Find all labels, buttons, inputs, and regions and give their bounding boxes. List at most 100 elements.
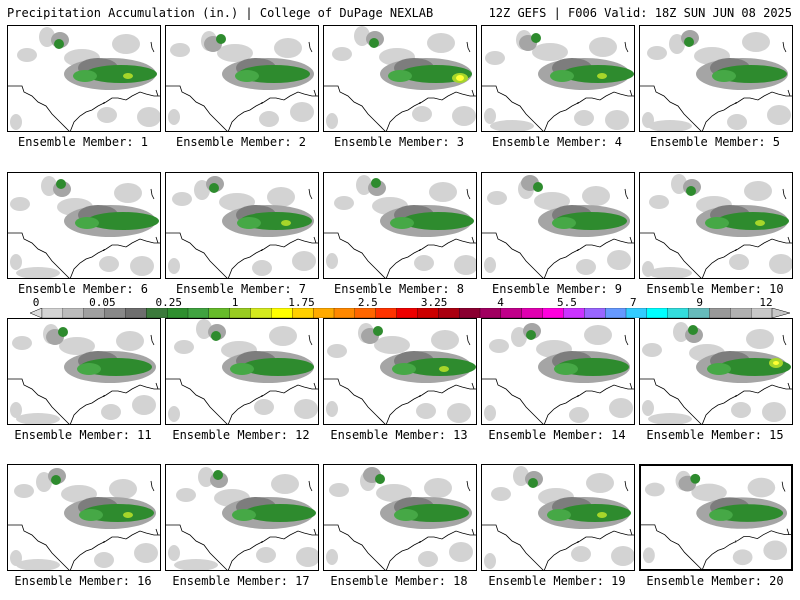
ensemble-caption: Ensemble Member: 1 xyxy=(17,135,149,149)
ensemble-panel[interactable] xyxy=(165,172,319,279)
precip-map xyxy=(482,466,634,570)
precip-map xyxy=(324,26,476,131)
legend-swatch xyxy=(208,308,231,318)
precip-map xyxy=(166,467,318,570)
precip-map xyxy=(640,174,792,278)
legend-tick-label: 0.05 xyxy=(89,296,116,309)
legend-swatch xyxy=(646,308,669,318)
ensemble-panel[interactable] xyxy=(165,464,319,571)
legend-arrow-right xyxy=(771,308,790,318)
ensemble-caption: Ensemble Member: 19 xyxy=(488,574,626,588)
legend-swatch xyxy=(229,308,252,318)
ensemble-caption: Ensemble Member: 10 xyxy=(646,282,784,296)
legend-color-bar xyxy=(30,308,790,318)
ensemble-panel[interactable] xyxy=(7,25,161,132)
ensemble-caption: Ensemble Member: 12 xyxy=(172,428,310,442)
precip-map xyxy=(166,31,318,131)
ensemble-panel[interactable] xyxy=(7,172,161,279)
ensemble-panel[interactable] xyxy=(639,172,793,279)
legend-tick-label: 4 xyxy=(497,296,504,309)
legend-swatch xyxy=(709,308,731,318)
ensemble-panel[interactable] xyxy=(323,25,477,132)
precip-map xyxy=(324,323,476,424)
precip-map xyxy=(166,319,318,424)
ensemble-caption: Ensemble Member: 18 xyxy=(330,574,468,588)
legend-swatch xyxy=(62,308,85,318)
ensemble-caption: Ensemble Member: 5 xyxy=(649,135,781,149)
ensemble-panel[interactable] xyxy=(639,464,793,571)
ensemble-panel[interactable] xyxy=(639,318,793,425)
legend-swatch xyxy=(500,308,523,318)
legend-swatch xyxy=(271,308,293,318)
precip-map xyxy=(640,30,792,131)
ensemble-caption: Ensemble Member: 3 xyxy=(333,135,465,149)
color-legend: 0 0.05 0.25 1 1.75 2.5 3.25 4 5.5 7 9 12 xyxy=(30,296,790,320)
legend-swatch xyxy=(41,308,64,318)
ensemble-panel[interactable] xyxy=(323,464,477,571)
ensemble-panel[interactable] xyxy=(481,464,635,571)
ensemble-caption: Ensemble Member: 14 xyxy=(488,428,626,442)
legend-arrow-left xyxy=(30,308,43,318)
legend-swatch xyxy=(417,308,439,318)
legend-swatch xyxy=(104,308,126,318)
legend-swatch xyxy=(312,308,335,318)
ensemble-panel[interactable] xyxy=(7,318,161,425)
map-title: Precipitation Accumulation (in.) | Colle… xyxy=(7,6,434,20)
legend-swatch xyxy=(125,308,147,318)
ensemble-caption: Ensemble Member: 4 xyxy=(491,135,623,149)
precip-map xyxy=(482,175,634,278)
legend-swatch xyxy=(83,308,106,318)
precip-map xyxy=(640,322,792,424)
ensemble-caption: Ensemble Member: 15 xyxy=(646,428,784,442)
ensemble-panel[interactable] xyxy=(481,172,635,279)
ensemble-caption: Ensemble Member: 13 xyxy=(330,428,468,442)
legend-swatch xyxy=(375,308,398,318)
valid-time-label: 12Z GEFS | F006 Valid: 18Z SUN JUN 08 20… xyxy=(488,6,792,20)
legend-tick-labels: 0 0.05 0.25 1 1.75 2.5 3.25 4 5.5 7 9 12 xyxy=(30,296,790,309)
legend-swatch xyxy=(521,308,544,318)
legend-tick-label: 1.75 xyxy=(288,296,315,309)
legend-tick-label: 3.25 xyxy=(420,296,448,309)
precip-map xyxy=(482,323,634,424)
precip-map xyxy=(8,176,160,278)
legend-swatch xyxy=(479,308,502,318)
ensemble-panel[interactable] xyxy=(639,25,793,132)
ensemble-panel[interactable] xyxy=(481,25,635,132)
precip-map xyxy=(324,175,476,278)
legend-tick-label: 9 xyxy=(696,296,703,309)
ensemble-caption: Ensemble Member: 2 xyxy=(175,135,307,149)
ensemble-panel[interactable] xyxy=(323,318,477,425)
ensemble-caption: Ensemble Member: 16 xyxy=(14,574,152,588)
legend-swatch xyxy=(604,308,627,318)
legend-tick-label: 7 xyxy=(629,296,637,309)
legend-tick-label: 12 xyxy=(759,296,773,309)
precip-map xyxy=(8,27,160,131)
ensemble-caption: Ensemble Member: 20 xyxy=(646,574,784,588)
legend-swatch xyxy=(438,308,460,318)
ensemble-panel[interactable] xyxy=(165,318,319,425)
legend-swatch xyxy=(354,308,377,318)
legend-swatch xyxy=(730,308,752,318)
legend-tick-label: 1 xyxy=(231,296,239,309)
ensemble-caption: Ensemble Member: 17 xyxy=(172,574,310,588)
legend-tick-label: 5.5 xyxy=(556,296,577,309)
legend-swatch xyxy=(542,308,564,318)
ensemble-panel[interactable] xyxy=(165,25,319,132)
legend-swatch xyxy=(250,308,272,318)
legend-swatch xyxy=(667,308,690,318)
legend-swatch xyxy=(584,308,606,318)
legend-swatch xyxy=(396,308,418,318)
ensemble-caption: Ensemble Member: 6 xyxy=(17,282,149,296)
ensemble-caption: Ensemble Member: 11 xyxy=(14,428,152,442)
legend-swatch xyxy=(166,308,189,318)
ensemble-panel[interactable] xyxy=(323,172,477,279)
legend-swatch xyxy=(688,308,710,318)
legend-swatch xyxy=(625,308,648,318)
ensemble-panel[interactable] xyxy=(481,318,635,425)
legend-swatch xyxy=(146,308,168,318)
precip-map xyxy=(8,324,160,424)
ensemble-panel[interactable] xyxy=(7,464,161,571)
legend-swatch xyxy=(292,308,314,318)
precip-map xyxy=(166,176,318,278)
ensemble-caption: Ensemble Member: 9 xyxy=(491,282,623,296)
